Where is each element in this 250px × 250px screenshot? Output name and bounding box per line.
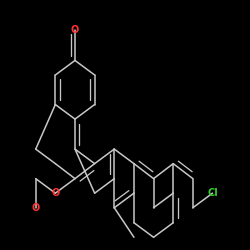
Text: Cl: Cl xyxy=(207,188,218,198)
Text: O: O xyxy=(71,24,79,34)
Text: O: O xyxy=(32,203,40,213)
Text: O: O xyxy=(51,188,60,198)
